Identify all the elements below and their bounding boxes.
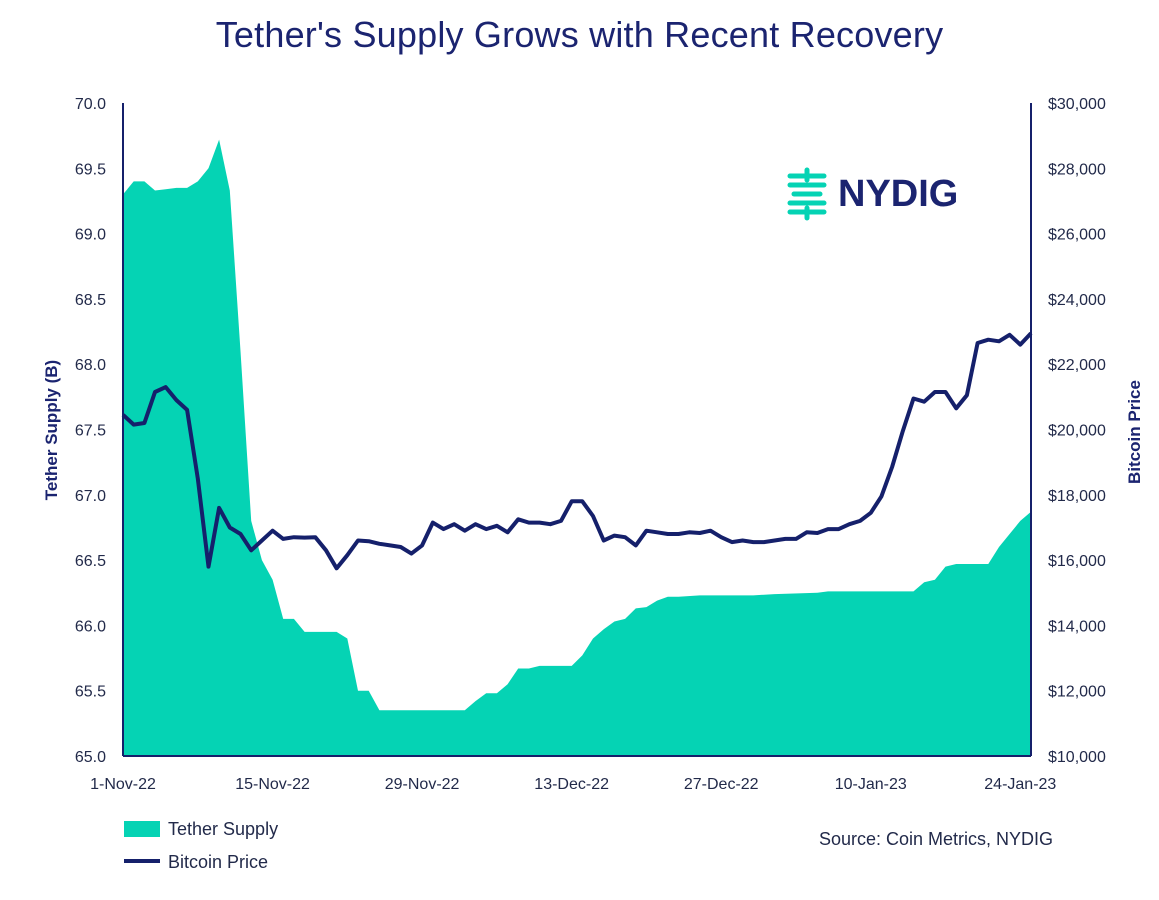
left-tick-label: 69.5 <box>75 161 106 178</box>
x-tick-label: 27-Dec-22 <box>684 776 759 793</box>
legend: Tether Supply Bitcoin Price <box>124 819 278 872</box>
chart-title: Tether's Supply Grows with Recent Recove… <box>215 14 944 55</box>
right-tick-label: $22,000 <box>1048 357 1106 374</box>
source-note: Source: Coin Metrics, NYDIG <box>819 829 1053 849</box>
line-layer <box>121 331 1033 571</box>
x-tick-labels: 1-Nov-22 15-Nov-22 29-Nov-22 13-Dec-22 27-De… <box>90 776 1056 793</box>
right-tick-label: $18,000 <box>1048 488 1106 505</box>
left-tick-labels: 70.0 69.5 69.0 68.5 68.0 67.5 67.0 66.5 66.0 65.5… <box>75 96 106 766</box>
x-tick-label: 24-Jan-23 <box>984 776 1056 793</box>
legend-label-bitcoin: Bitcoin Price <box>168 852 268 872</box>
left-tick-label: 67.5 <box>75 423 106 440</box>
left-tick-label: 68.5 <box>75 292 106 309</box>
right-axis-title: Bitcoin Price <box>1125 380 1144 484</box>
area-layer <box>123 139 1031 757</box>
left-tick-label: 70.0 <box>75 96 106 113</box>
left-axis-title: Tether Supply (B) <box>42 360 61 500</box>
left-tick-label: 65.0 <box>75 749 106 766</box>
left-tick-label: 69.0 <box>75 227 106 244</box>
right-tick-label: $20,000 <box>1048 423 1106 440</box>
left-tick-label: 66.0 <box>75 618 106 635</box>
left-tick-label: 68.0 <box>75 357 106 374</box>
nydig-logo-icon <box>787 167 827 221</box>
left-tick-label: 67.0 <box>75 488 106 505</box>
left-tick-label: 66.5 <box>75 553 106 570</box>
right-tick-label: $30,000 <box>1048 96 1106 113</box>
nydig-logo: NYDIG <box>787 167 958 221</box>
x-tick-label: 29-Nov-22 <box>385 776 460 793</box>
x-tick-label: 10-Jan-23 <box>835 776 907 793</box>
right-tick-label: $28,000 <box>1048 161 1106 178</box>
right-tick-label: $16,000 <box>1048 553 1106 570</box>
right-tick-label: $14,000 <box>1048 618 1106 635</box>
left-tick-label: 65.5 <box>75 684 106 701</box>
legend-label-tether: Tether Supply <box>168 819 278 839</box>
logo-text: NYDIG <box>838 173 958 215</box>
right-tick-label: $26,000 <box>1048 227 1106 244</box>
legend-swatch-tether <box>124 821 160 837</box>
right-tick-label: $12,000 <box>1048 684 1106 701</box>
x-tick-label: 1-Nov-22 <box>90 776 156 793</box>
axes-layer <box>122 103 1032 757</box>
right-tick-labels: $30,000 $28,000 $26,000 $24,000 $22,000 $20,0… <box>1048 96 1106 766</box>
right-tick-label: $24,000 <box>1048 292 1106 309</box>
right-tick-label: $10,000 <box>1048 749 1106 766</box>
bitcoin-price-line <box>121 331 1033 571</box>
x-tick-label: 13-Dec-22 <box>534 776 609 793</box>
tether-supply-area <box>123 139 1031 757</box>
x-tick-label: 15-Nov-22 <box>235 776 310 793</box>
